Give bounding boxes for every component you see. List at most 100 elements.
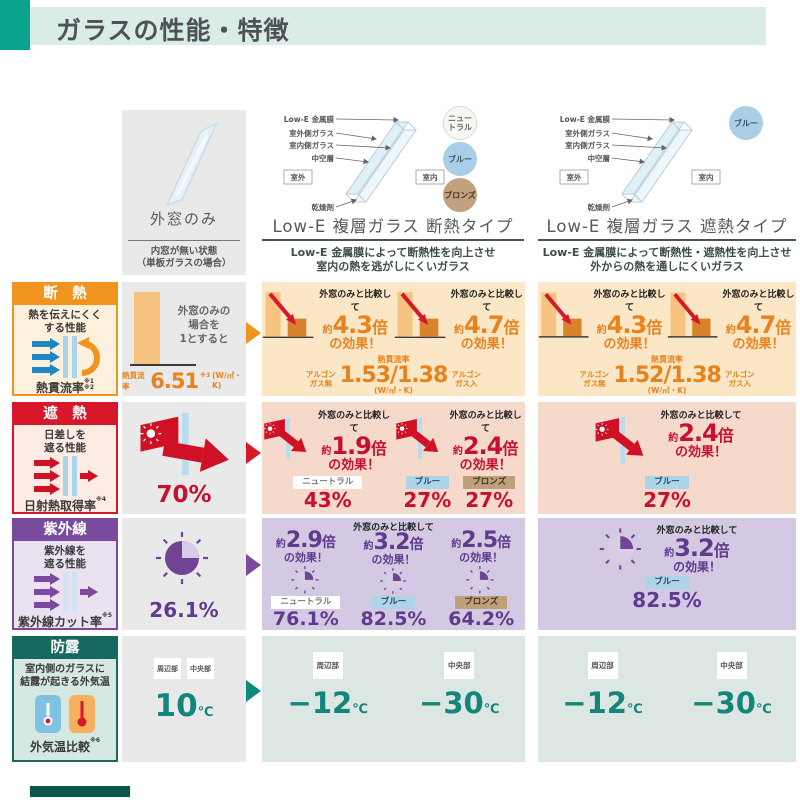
row-insulation-label: 断 熱 熱を伝えにくく する性能 熱貫流率 ※1 ※2 bbox=[12, 282, 118, 396]
column-insulation-separator bbox=[262, 239, 524, 241]
label-lowe-film: Low-E 金属膜 bbox=[284, 114, 335, 124]
page-title: ガラスの性能・特徴 bbox=[56, 16, 290, 45]
swatch-blue: ブルー bbox=[443, 142, 477, 176]
uv-pie-icon bbox=[466, 566, 494, 594]
uv-pie-icon bbox=[379, 568, 406, 594]
insulation-item-argon-yes: 外窓のみと比較して 約4.7倍 の効果！ bbox=[394, 287, 526, 354]
uv-lowe-shield-cell: 外窓のみと比較して 約3.2倍 の効果！ ブルー 82.5% bbox=[538, 518, 796, 630]
u-value-label: 熱貫流率 bbox=[651, 355, 683, 364]
row-uv-label: 紫外線 紫外線を 遮る性能 紫外線カット率 ※5 bbox=[12, 518, 118, 630]
uv-lowe-insul-cell: 約2.9倍 の効果！ ニュートラル 76.1% 外窓のみと比較して 約3.2倍 … bbox=[262, 518, 525, 630]
badge-blue: ブルー bbox=[405, 476, 450, 490]
bar-compare-chart bbox=[262, 292, 314, 338]
flow-arrow-uv bbox=[246, 554, 261, 576]
heatshield-outer-cell: 70% bbox=[122, 402, 246, 514]
label-inside: 室内 bbox=[423, 172, 438, 182]
column-outer-subtitle-line1: 内窓が無い状態 bbox=[150, 246, 218, 257]
dew-perimeter: 周辺部 −12℃ bbox=[262, 636, 394, 762]
shgc-percent: 27% bbox=[465, 488, 514, 513]
position-badge-perimeter: 周辺部 bbox=[154, 658, 181, 679]
row-dew-label: 防露 室内側のガラスに 結露が起きる外気温 外気温比較 ※6 bbox=[12, 636, 118, 762]
column-heatshield-subtitle-line1: Low-E 金属膜によって断熱性・遮熱性を向上させ bbox=[542, 246, 792, 259]
compare-note: 外窓のみと比較して bbox=[449, 411, 522, 434]
dew-icon-wrap bbox=[14, 689, 116, 738]
insulation-outer-cell: 外窓のみの 場合を 1とすると 熱貫流率 6.51 ※3 (W/㎡・K) bbox=[122, 282, 246, 396]
chart-baseline bbox=[130, 364, 196, 366]
column-heatshield-separator bbox=[538, 239, 796, 241]
compare-note: 外窓のみと比較して bbox=[319, 290, 392, 313]
glass-highlight bbox=[174, 134, 209, 198]
position-badge-center: 中央部 bbox=[716, 652, 747, 679]
column-outer-separator bbox=[128, 240, 240, 241]
column-insulation-title: Low-E 複層ガラス 断熱タイプ bbox=[272, 217, 514, 236]
column-outer-subtitle-line2: （単板ガラスの場合） bbox=[136, 258, 232, 269]
row-uv-desc: 紫外線を 遮る性能 bbox=[44, 545, 86, 570]
swatch-bronze-label: ブロンズ bbox=[444, 190, 476, 200]
insulation-item-argon-no: 外窓のみと比較して 約4.3倍 の効果！ bbox=[538, 287, 667, 354]
label-desiccant: 乾燥剤 bbox=[312, 202, 335, 212]
bar-compare-chart bbox=[394, 292, 445, 338]
label-desiccant: 乾燥剤 bbox=[588, 202, 611, 212]
label-outside: 室外 bbox=[567, 172, 582, 182]
baseline-note: 外窓のみの 場合を 1とすると bbox=[177, 305, 231, 345]
badge-neutral: ニュートラル bbox=[293, 476, 363, 490]
u-value-label: 熱貫流率 bbox=[377, 355, 410, 364]
outside-box bbox=[559, 169, 589, 185]
u-value-outer: 熱貫流率 6.51 ※3 (W/㎡・K) bbox=[122, 369, 242, 393]
compare-note: 外窓のみと比較して bbox=[593, 290, 666, 313]
row-uv-metric: 紫外線カット率 ※5 bbox=[17, 612, 113, 630]
dew-outer-temp: 10℃ bbox=[154, 688, 214, 724]
swatch-neutral: ニュー トラル bbox=[443, 106, 477, 140]
insulation-item-argon-no: 外窓のみと比較して 約4.3倍 の効果！ bbox=[262, 287, 394, 354]
column-heatshield-subtitle-line2: 外からの熱を通しにくいガラス bbox=[590, 259, 744, 273]
row-uv-header: 紫外線 bbox=[14, 520, 116, 541]
uv-icon-wrap bbox=[14, 571, 116, 613]
compare-note: 外窓のみと比較して bbox=[656, 526, 738, 536]
bronze-result: ブロンズ 27% bbox=[463, 476, 516, 513]
insulation-icon bbox=[32, 336, 100, 378]
position-badge-center: 中央部 bbox=[444, 652, 475, 679]
heatshield-lowe-insul-cell: 外窓のみと比較して 約1.9倍 の効果！ ニュートラル 43% 外窓のみと比較し… bbox=[262, 402, 525, 514]
label-lowe-film: Low-E 金属膜 bbox=[560, 114, 611, 124]
uv-percent: 82.5% bbox=[632, 588, 702, 613]
inside-box bbox=[415, 169, 445, 185]
row-heatshield-label: 遮 熱 日差しを 遮る性能 日射熱取得率 ※4 bbox=[12, 402, 118, 514]
label-air-layer: 中空層 bbox=[588, 153, 611, 163]
dew-center: 中央部 −30℃ bbox=[394, 636, 526, 762]
row-insulation-header: 断 熱 bbox=[14, 284, 116, 305]
glazing-diagram-insulation: Low-E 金属膜 室外側ガラス 室内側ガラス 中空層 乾燥剤 室外 室内 bbox=[283, 114, 445, 212]
column-heatshield-subtitle: Low-E 金属膜によって断熱性・遮熱性を向上させ 外からの熱を通しにくいガラス bbox=[538, 246, 796, 273]
column-outer-subtitle: 内窓が無い状態 （単板ガラスの場合） bbox=[122, 246, 246, 270]
swatch-neutral-line2: トラル bbox=[448, 123, 472, 132]
swatch-blue: ブルー bbox=[729, 106, 763, 140]
baseline-bar bbox=[134, 292, 160, 364]
u-value-group: アルゴン ガス無 1.53/1.38 (W/㎡・K) アルゴン ガス入 bbox=[305, 363, 482, 395]
insulation-item-argon-yes: 外窓のみと比較して 約4.7倍 の効果！ bbox=[667, 287, 796, 354]
shgc-percent: 43% bbox=[303, 488, 352, 513]
row-heatshield-metric: 日射熱取得率 ※4 bbox=[23, 496, 107, 514]
column-outer-box bbox=[122, 110, 246, 275]
uv-item-bronze: 約2.5倍 の効果！ ブロンズ 64.2% bbox=[448, 528, 515, 631]
glazing-diagram-heatshield: Low-E 金属膜 室外側ガラス 室内側ガラス 中空層 乾燥剤 室外 室内 bbox=[559, 114, 721, 212]
row-insulation-metric: 熱貫流率 ※1 ※2 bbox=[35, 378, 95, 396]
uv-percent: 76.1% bbox=[272, 608, 339, 631]
label-air-layer: 中空層 bbox=[312, 153, 335, 163]
shgc-percent: 27% bbox=[403, 488, 452, 513]
column-heatshield-title: Low-E 複層ガラス 遮熱タイプ bbox=[546, 217, 788, 236]
label-inner-glass: 室内側ガラス bbox=[289, 140, 334, 150]
sun-deflect-icon bbox=[395, 417, 438, 460]
dew-lowe-shield-cell: 周辺部 −12℃ 中央部 −30℃ bbox=[538, 636, 796, 762]
swatch-bronze: ブロンズ bbox=[443, 178, 477, 212]
uv-pie-icon bbox=[156, 532, 208, 584]
footer-accent-bar bbox=[30, 786, 130, 797]
badge-bronze: ブロンズ bbox=[463, 476, 516, 490]
flow-arrow-heatshield bbox=[246, 442, 261, 464]
heatshield-icon-wrap bbox=[14, 455, 116, 497]
outside-box bbox=[283, 169, 313, 185]
compare-note: 外窓のみと比較して bbox=[450, 290, 523, 313]
insulation-lowe-shield-cell: 外窓のみと比較して 約4.3倍 の効果！ 外窓のみと比較して 約4.7倍 の効果… bbox=[538, 282, 796, 396]
swatch-blue-label: ブルー bbox=[448, 154, 472, 164]
dew-perimeter: 周辺部 −12℃ bbox=[538, 636, 667, 762]
column-outer-title: 外窓のみ bbox=[149, 210, 218, 228]
sun-deflect-icon bbox=[264, 417, 307, 460]
